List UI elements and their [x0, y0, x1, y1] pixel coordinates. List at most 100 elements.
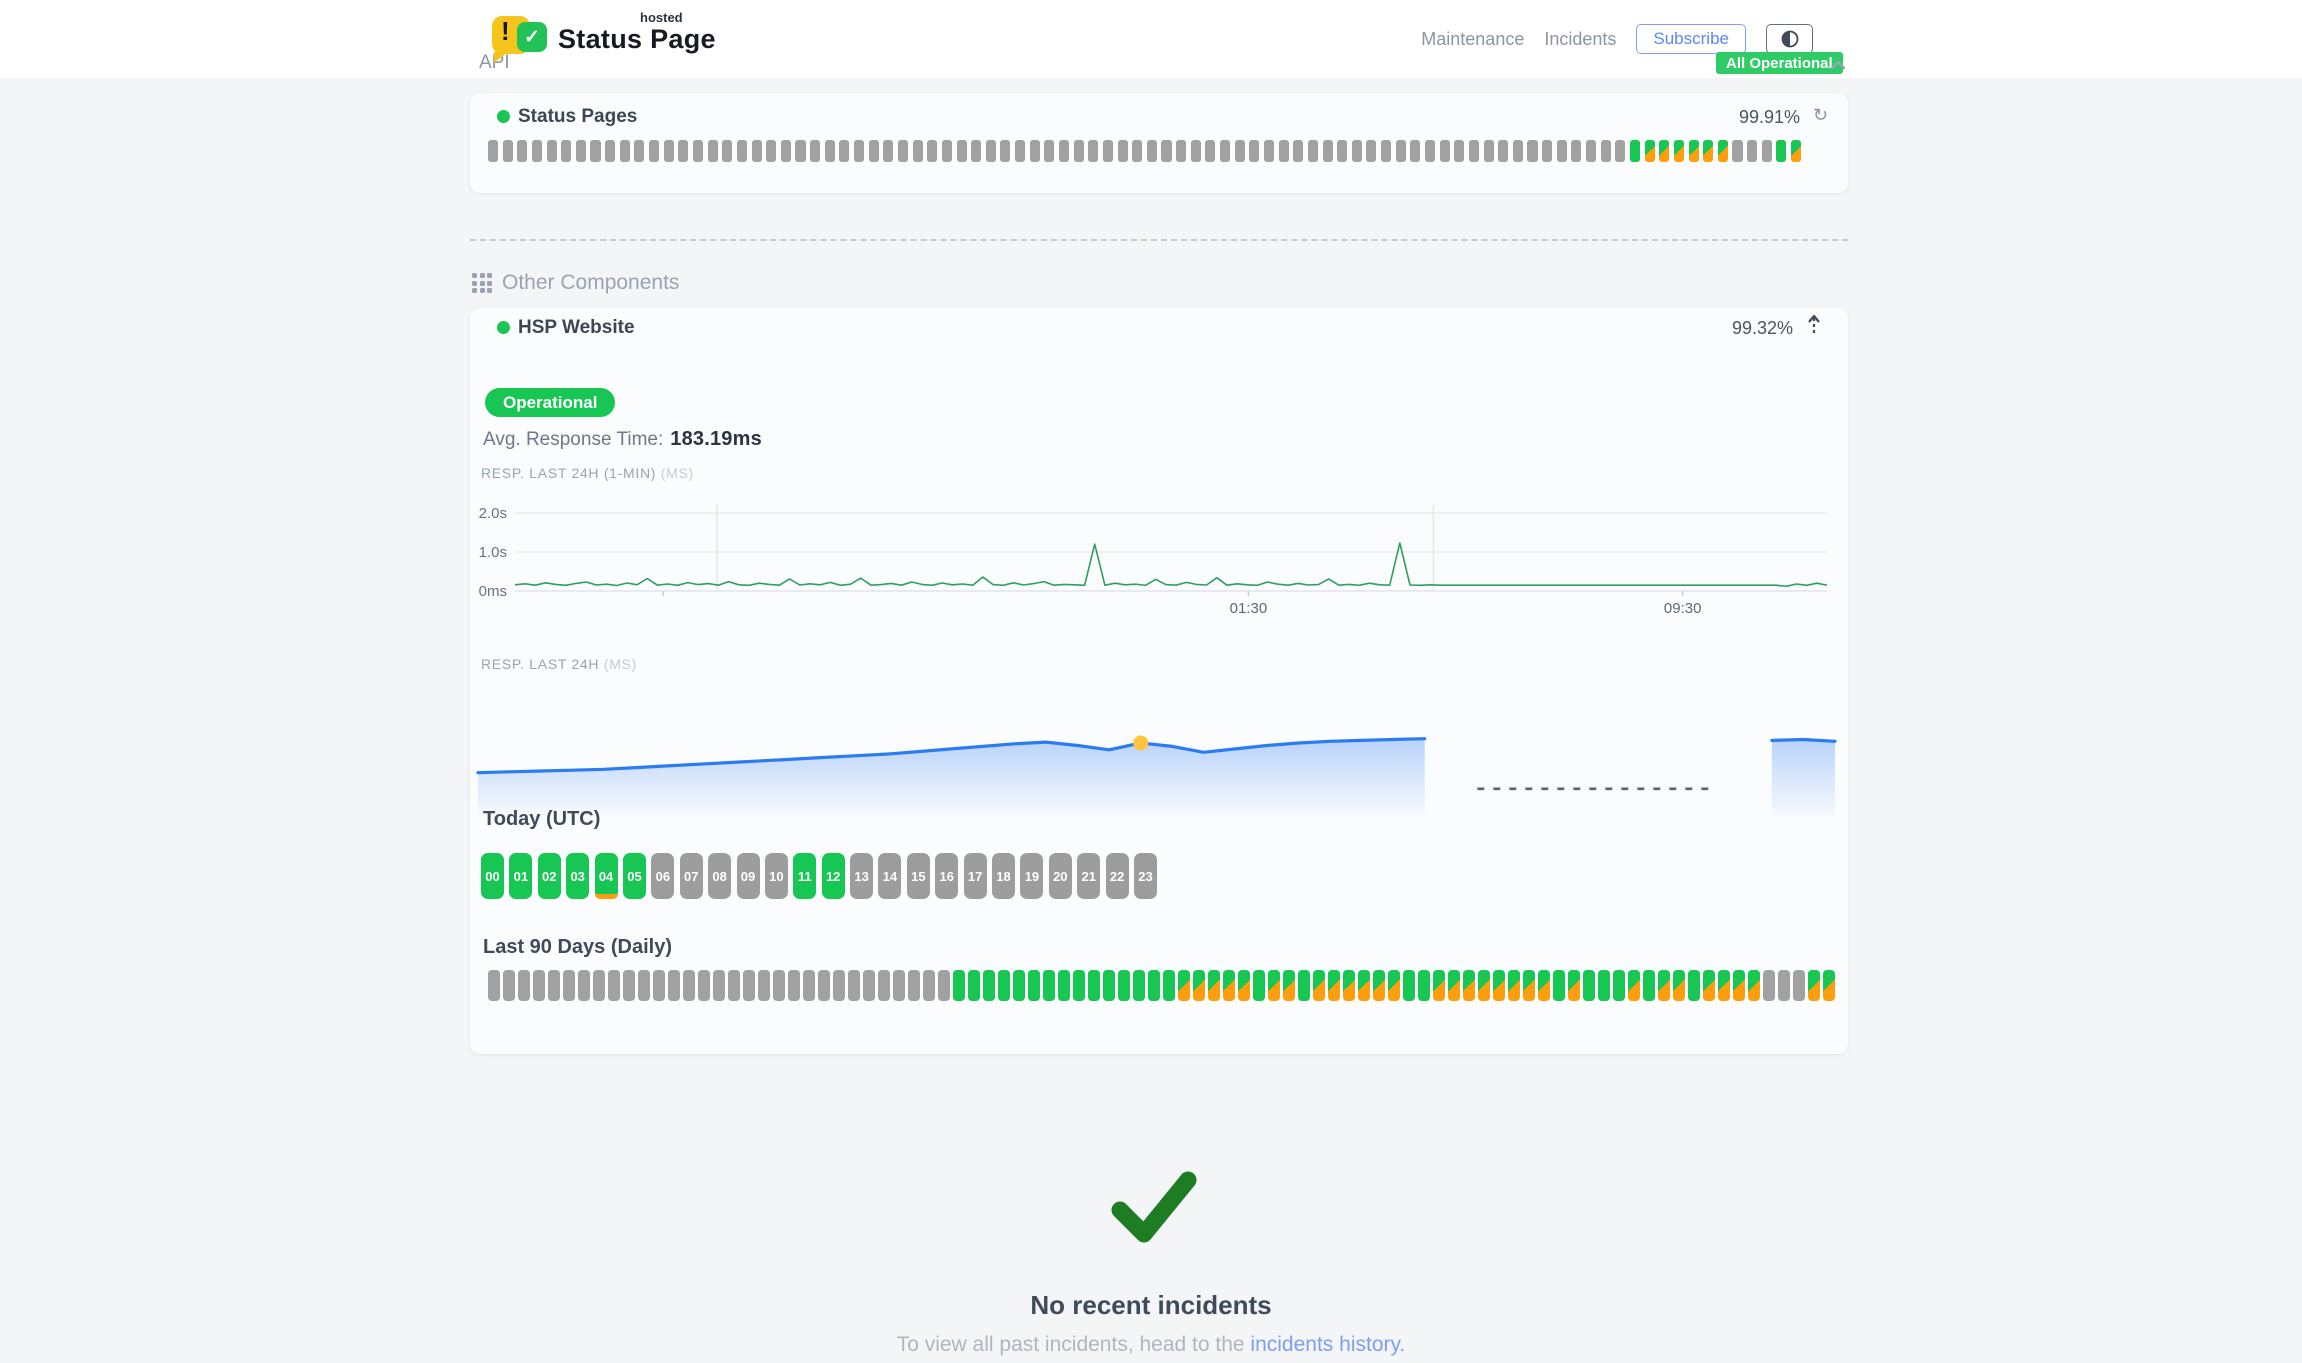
uptime-cell [1102, 140, 1113, 162]
uptime-cell [1178, 970, 1190, 1001]
uptime-cell [707, 140, 718, 162]
uptime-cell [1148, 970, 1160, 1001]
hour-block-23: 23 [1133, 853, 1157, 899]
uptime-cell [1234, 140, 1245, 162]
uptime-cell [488, 970, 500, 1001]
uptime-cell [1643, 970, 1655, 1001]
uptime-cell [1410, 140, 1421, 162]
uptime-cell [908, 970, 920, 1001]
uptime-cell [1673, 140, 1684, 162]
uptime-cell [1029, 140, 1040, 162]
uptime-cell [824, 140, 835, 162]
subscribe-button[interactable]: Subscribe [1636, 24, 1746, 54]
uptime-cell [728, 970, 740, 1001]
uptime-cell [848, 970, 860, 1001]
uptime-cell [743, 970, 755, 1001]
uptime-cell [883, 140, 894, 162]
chart1-title: RESP. LAST 24H (1-MIN) (MS) [481, 465, 694, 481]
uptime-cell [517, 140, 528, 162]
component-name: HSP Website [518, 317, 635, 338]
logo-title: Status Page [558, 24, 716, 54]
uptime-cell [1088, 140, 1099, 162]
uptime-cell [780, 140, 791, 162]
uptime-cell [698, 970, 710, 1001]
uptime-cell [722, 140, 733, 162]
uptime-cell [518, 970, 530, 1001]
uptime-cell [1598, 970, 1610, 1001]
overall-status-badge: All Operational [1716, 52, 1843, 74]
no-incidents-section: No recent incidents To view all past inc… [0, 1160, 2302, 1357]
last90-heading: Last 90 Days (Daily) [483, 936, 672, 958]
uptime-cell [561, 140, 572, 162]
uptime-cell [593, 970, 605, 1001]
uptime-cell [692, 140, 704, 162]
hour-block-16: 16 [935, 853, 959, 899]
collapse-arrow-icon[interactable] [1806, 314, 1822, 341]
uptime-cell [1644, 140, 1655, 162]
response-time-line-chart: 2.0s 1.0s 0ms 01:30 09:30 [479, 505, 1828, 617]
hour-block-22: 22 [1105, 853, 1129, 899]
operational-pill: Operational [485, 388, 616, 417]
uptime-cell [1418, 970, 1430, 1001]
uptime-cell [1793, 970, 1805, 1001]
uptime-cell [1058, 970, 1070, 1001]
uptime-cell [1688, 140, 1699, 162]
uptime-cell [503, 970, 515, 1001]
nav-maintenance[interactable]: Maintenance [1421, 28, 1525, 49]
hour-block-11: 11 [793, 853, 817, 899]
uptime-cell [751, 140, 762, 162]
uptime-cell [1263, 140, 1274, 162]
uptime-cell [1454, 140, 1465, 162]
hsp-website-card: HSP Website 99.32% Operational Avg. Resp… [470, 308, 1848, 1054]
grid-icon [472, 273, 492, 293]
uptime-cell [1483, 140, 1494, 162]
hour-block-19: 19 [1020, 853, 1044, 899]
uptime-cell [1538, 970, 1550, 1001]
incidents-history-link[interactable]: incidents history. [1250, 1333, 1406, 1356]
uptime-cell [1448, 970, 1460, 1001]
uptime-cell [1791, 140, 1802, 162]
uptime-cell [1283, 970, 1295, 1001]
uptime-cell [1761, 140, 1772, 162]
uptime-cell [1542, 140, 1553, 162]
other-components-label: Other Components [502, 271, 680, 294]
uptime-cell [623, 970, 635, 1001]
half-circle-icon [1781, 30, 1798, 48]
hour-block-08: 08 [708, 853, 732, 899]
uptime-cell [956, 140, 967, 162]
uptime-cell [1673, 970, 1685, 1001]
avg-response-row: Avg. Response Time: 183.19ms [483, 428, 762, 451]
uptime-cell [1732, 140, 1743, 162]
uptime-cell [1403, 970, 1415, 1001]
uptime-cell [1163, 970, 1175, 1001]
uptime-cell [1586, 140, 1597, 162]
uptime-cell [868, 140, 879, 162]
nav-incidents[interactable]: Incidents [1544, 28, 1617, 49]
uptime-cell [1103, 970, 1115, 1001]
svg-text:1.0s: 1.0s [479, 544, 507, 561]
uptime-cell [1733, 970, 1745, 1001]
theme-toggle-button[interactable] [1766, 24, 1813, 54]
chevron-up-icon[interactable] [1830, 57, 1846, 75]
uptime-cell [1238, 970, 1250, 1001]
uptime-cell [1337, 140, 1348, 162]
uptime-cell [758, 970, 770, 1001]
uptime-cell [1118, 970, 1130, 1001]
response-time-area-chart [476, 735, 1837, 820]
uptime-cell [1249, 140, 1260, 162]
logo[interactable]: ! ✓ Status Page hosted [492, 10, 752, 68]
uptime-cell [1161, 140, 1172, 162]
uptime-cell [985, 140, 996, 162]
hour-block-15: 15 [906, 853, 930, 899]
uptime-cell [608, 970, 620, 1001]
uptime-cell [1568, 970, 1580, 1001]
uptime-cell [1193, 970, 1205, 1001]
hour-block-18: 18 [992, 853, 1016, 899]
refresh-icon[interactable]: ↻ [1813, 105, 1829, 125]
uptime-cell [1478, 970, 1490, 1001]
uptime-cell [923, 970, 935, 1001]
today-heading: Today (UTC) [483, 808, 601, 830]
uptime-cell [1463, 970, 1475, 1001]
uptime-cell [619, 140, 630, 162]
